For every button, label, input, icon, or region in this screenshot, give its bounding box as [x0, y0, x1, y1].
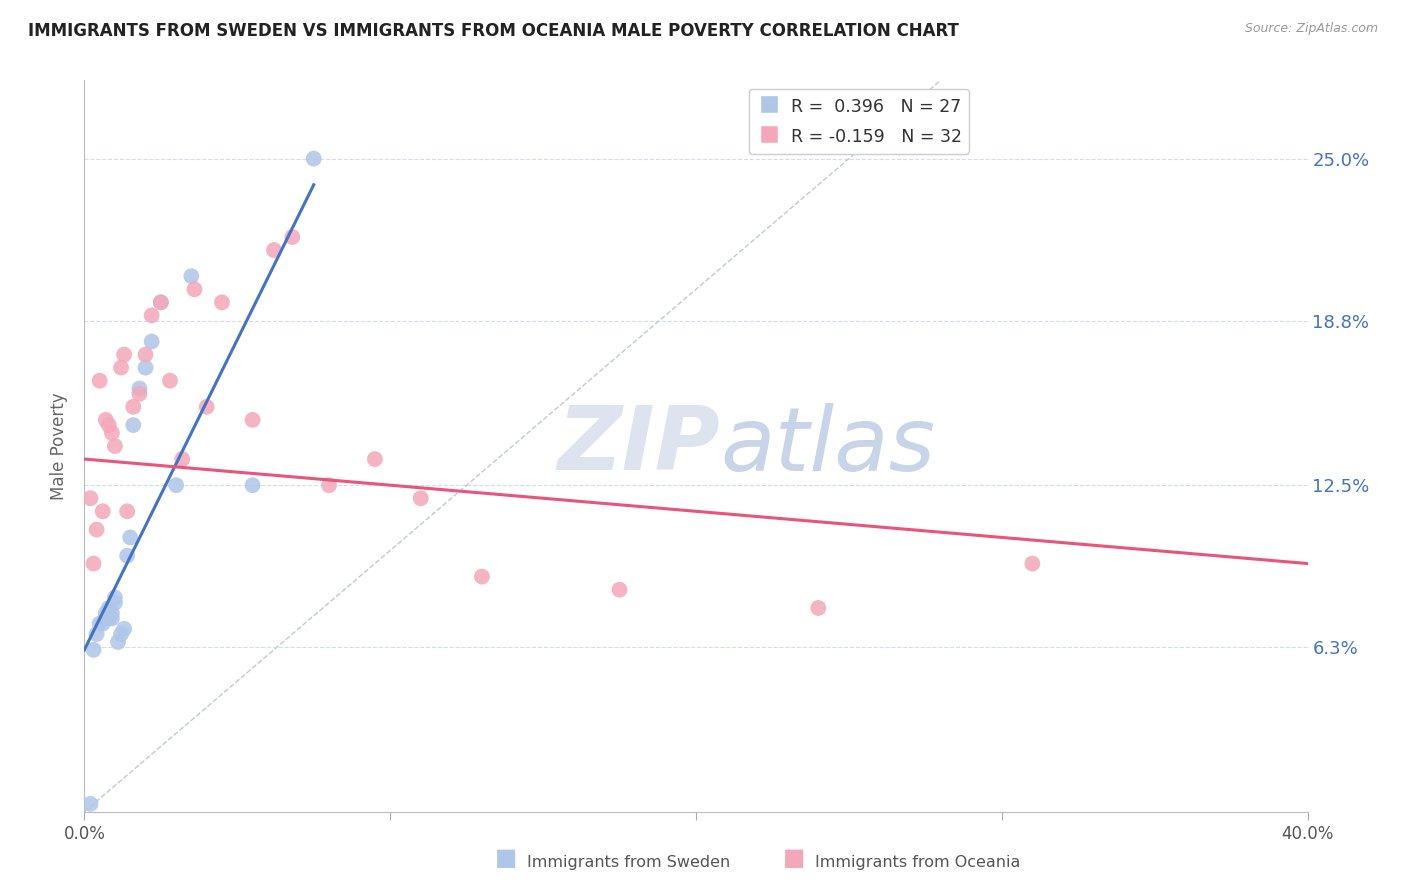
Point: [159, 374, 181, 388]
Point: [115, 549, 138, 563]
Point: [471, 569, 494, 583]
Point: [242, 478, 264, 492]
Point: [91, 504, 114, 518]
Point: [128, 386, 150, 401]
Text: ZIP: ZIP: [558, 402, 720, 490]
Point: [195, 400, 218, 414]
Point: [107, 635, 129, 649]
Point: [104, 439, 127, 453]
Point: [86, 627, 108, 641]
Point: [86, 523, 108, 537]
Text: Source: ZipAtlas.com: Source: ZipAtlas.com: [1244, 22, 1378, 36]
Point: [1021, 557, 1043, 571]
Point: [183, 282, 205, 296]
Point: [101, 425, 124, 440]
Point: [211, 295, 233, 310]
Point: [263, 243, 285, 257]
Point: [79, 797, 101, 811]
Point: [89, 616, 111, 631]
Point: [409, 491, 432, 506]
Point: [112, 622, 135, 636]
Point: [79, 491, 101, 506]
Point: [165, 478, 187, 492]
Point: [128, 382, 150, 396]
Point: [83, 557, 105, 571]
Y-axis label: Male Poverty: Male Poverty: [51, 392, 69, 500]
Point: [91, 616, 114, 631]
Point: [94, 606, 117, 620]
Point: [364, 452, 387, 467]
Point: [97, 611, 120, 625]
Text: ■: ■: [495, 846, 517, 870]
Point: [110, 627, 132, 641]
Point: [141, 309, 163, 323]
Point: [242, 413, 264, 427]
Point: [89, 374, 111, 388]
Point: [110, 360, 132, 375]
Point: [120, 530, 142, 544]
Point: [135, 360, 157, 375]
Point: [112, 348, 135, 362]
Legend: R =  0.396   N = 27, R = -0.159   N = 32: R = 0.396 N = 27, R = -0.159 N = 32: [749, 89, 969, 154]
Point: [94, 413, 117, 427]
Point: [83, 642, 105, 657]
Point: [122, 400, 145, 414]
Point: [141, 334, 163, 349]
Text: IMMIGRANTS FROM SWEDEN VS IMMIGRANTS FROM OCEANIA MALE POVERTY CORRELATION CHART: IMMIGRANTS FROM SWEDEN VS IMMIGRANTS FRO…: [28, 22, 959, 40]
Point: [302, 152, 325, 166]
Point: [807, 601, 830, 615]
Point: [115, 504, 138, 518]
Point: [318, 478, 340, 492]
Point: [281, 230, 304, 244]
Point: [122, 418, 145, 433]
Point: [101, 606, 124, 620]
Text: Immigrants from Sweden: Immigrants from Sweden: [527, 855, 731, 870]
Point: [149, 295, 172, 310]
Point: [97, 418, 120, 433]
Point: [104, 596, 127, 610]
Point: [101, 611, 124, 625]
Point: [609, 582, 631, 597]
Text: ■: ■: [783, 846, 806, 870]
Point: [172, 452, 194, 467]
Point: [135, 348, 157, 362]
Point: [97, 601, 120, 615]
Point: [94, 611, 117, 625]
Point: [149, 295, 172, 310]
Point: [180, 269, 202, 284]
Text: atlas: atlas: [720, 403, 935, 489]
Point: [104, 591, 127, 605]
Text: Immigrants from Oceania: Immigrants from Oceania: [815, 855, 1021, 870]
